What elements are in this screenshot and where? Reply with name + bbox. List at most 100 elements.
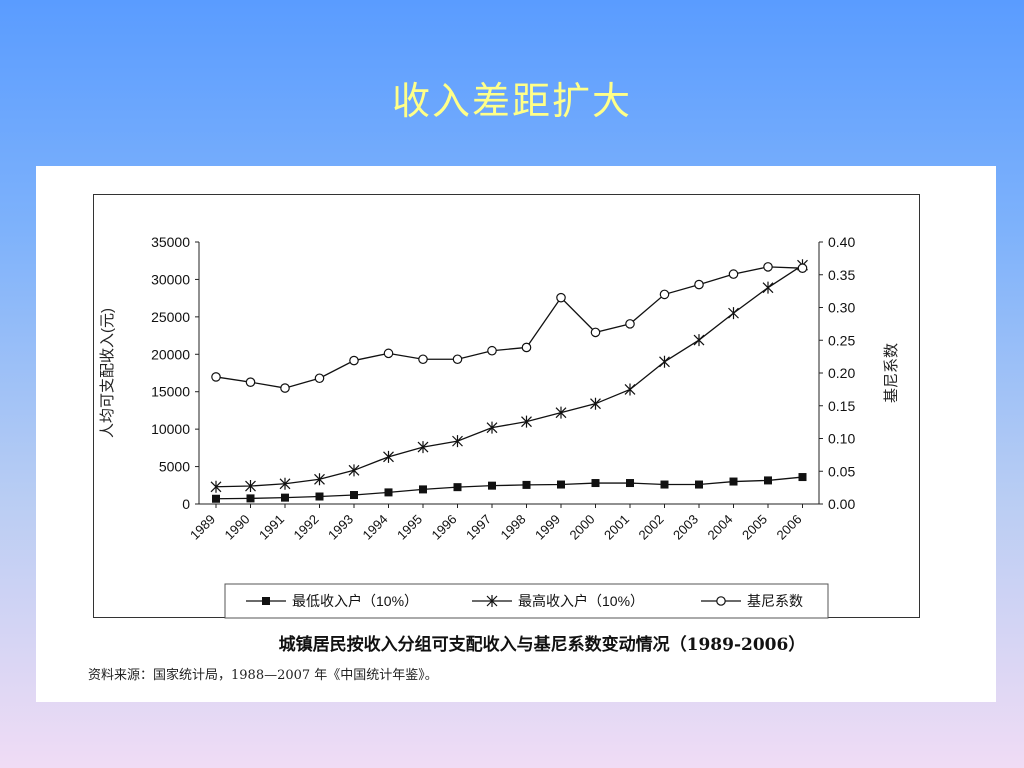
x-tick-label: 1992 <box>291 512 322 543</box>
x-tick-label: 1999 <box>532 512 563 543</box>
source-note: 资料来源：国家统计局，1988—2007 年《中国统计年鉴》。 <box>88 668 438 683</box>
x-tick-label: 1996 <box>429 512 460 543</box>
x-tick-label: 1998 <box>498 512 529 543</box>
gini-point <box>383 348 394 359</box>
lowest-income-point <box>591 479 600 488</box>
highest-income-point <box>624 383 636 396</box>
gini-point <box>659 289 670 300</box>
left-tick-label: 5000 <box>159 459 190 475</box>
gini-point <box>245 377 256 387</box>
right-tick-label: 0.30 <box>828 300 855 316</box>
x-tick-label: 1995 <box>394 512 425 543</box>
highest-income-point <box>383 450 394 463</box>
highest-income-point <box>521 415 532 428</box>
gini-point <box>487 345 497 356</box>
gini-point <box>349 355 359 366</box>
right-tick-label: 0.40 <box>828 234 855 250</box>
figure-panel: 0 5000 10000 15000 20000 25000 30000 35000 0.00 0… <box>36 166 996 702</box>
x-tick-label: 1989 <box>187 512 218 543</box>
x-tick-label: 2001 <box>601 512 632 543</box>
x-tick-label: 1991 <box>256 512 287 543</box>
figure-caption: 城镇居民按收入分组可支配收入与基尼系数变动情况（1989-2006） <box>278 635 806 655</box>
highest-income-point <box>348 464 360 477</box>
left-tick-label: 25000 <box>151 309 190 325</box>
gini-point <box>763 262 773 272</box>
slide-title: 收入差距扩大 <box>391 79 632 123</box>
left-tick-label: 15000 <box>151 384 190 400</box>
gini-point <box>694 279 704 290</box>
x-tick-label: 2006 <box>774 512 805 543</box>
x-tick-label: 1994 <box>360 512 391 543</box>
highest-income-line <box>215 264 803 488</box>
right-axis-title: 基尼系数 <box>883 343 900 403</box>
left-axis-title: 人均可支配收入(元) <box>99 308 116 438</box>
highest-income-point <box>452 435 463 448</box>
lowest-income-point <box>695 480 703 489</box>
lowest-income-point <box>764 476 772 485</box>
gini-point <box>797 263 808 273</box>
lowest-income-point <box>522 480 531 489</box>
legend-marker <box>486 595 498 607</box>
right-tick-label: 0.20 <box>828 365 855 381</box>
left-tick-label: 35000 <box>151 234 190 250</box>
right-tick-label: 0.00 <box>828 496 855 512</box>
right-tick-label: 0.05 <box>828 463 855 479</box>
highest-income-point <box>590 397 601 410</box>
gini-point <box>556 292 566 303</box>
gini-point <box>418 354 428 365</box>
gini-point <box>728 269 739 279</box>
left-tick-label: 0 <box>182 496 190 512</box>
lowest-income-point <box>350 491 358 500</box>
legend-label: 基尼系数 <box>747 593 803 609</box>
right-tick-label: 0.10 <box>828 431 855 447</box>
highest-income-point <box>314 473 325 486</box>
gini-point <box>452 354 463 365</box>
highest-income-point <box>279 477 291 490</box>
highest-income-point <box>245 480 256 493</box>
lowest-income-point <box>212 494 220 503</box>
x-tick-label: 2000 <box>567 512 598 543</box>
highest-income-point <box>762 281 774 294</box>
x-tick-label: 2004 <box>705 512 736 543</box>
legend-label: 最低收入户（10%） <box>292 593 418 609</box>
gini-point <box>521 342 532 353</box>
legend-marker <box>262 597 270 605</box>
left-tick-label: 30000 <box>151 271 190 287</box>
lowest-income-point <box>384 488 393 497</box>
lowest-income-point <box>315 492 324 501</box>
lowest-income-point <box>626 479 634 488</box>
lowest-income-point <box>798 473 807 482</box>
lowest-income-point <box>557 480 565 489</box>
income-gini-chart: 0 5000 10000 15000 20000 25000 30000 35000 0.00 0… <box>99 234 900 619</box>
left-tick-label: 10000 <box>151 421 190 437</box>
highest-income-point <box>555 406 567 419</box>
x-tick-label: 1990 <box>222 512 253 543</box>
highest-income-point <box>659 355 670 368</box>
lowest-income-point <box>281 493 289 502</box>
lowest-income-point <box>419 485 427 494</box>
gini-point <box>314 373 325 384</box>
gini-line <box>215 266 803 389</box>
x-tick-label: 2002 <box>636 512 667 543</box>
lowest-income-point <box>488 481 496 490</box>
x-tick-label: 1993 <box>325 512 356 543</box>
right-tick-label: 0.25 <box>828 332 855 348</box>
left-tick-label: 20000 <box>151 346 190 362</box>
lowest-income-line <box>215 476 803 500</box>
x-tick-label: 2005 <box>739 512 770 543</box>
gini-point <box>590 327 601 338</box>
gini-point <box>211 372 221 382</box>
gini-point <box>625 319 635 329</box>
highest-income-point <box>417 441 429 454</box>
highest-income-point <box>210 480 222 493</box>
gini-point <box>280 383 290 393</box>
highest-income-point <box>486 421 498 434</box>
x-tick-label: 2003 <box>670 512 701 543</box>
right-tick-label: 0.15 <box>828 398 855 414</box>
lowest-income-point <box>453 483 462 492</box>
highest-income-point <box>728 307 739 320</box>
lowest-income-point <box>729 477 738 486</box>
x-tick-label: 1997 <box>463 512 494 543</box>
lowest-income-point <box>246 494 255 503</box>
lowest-income-point <box>660 480 669 489</box>
